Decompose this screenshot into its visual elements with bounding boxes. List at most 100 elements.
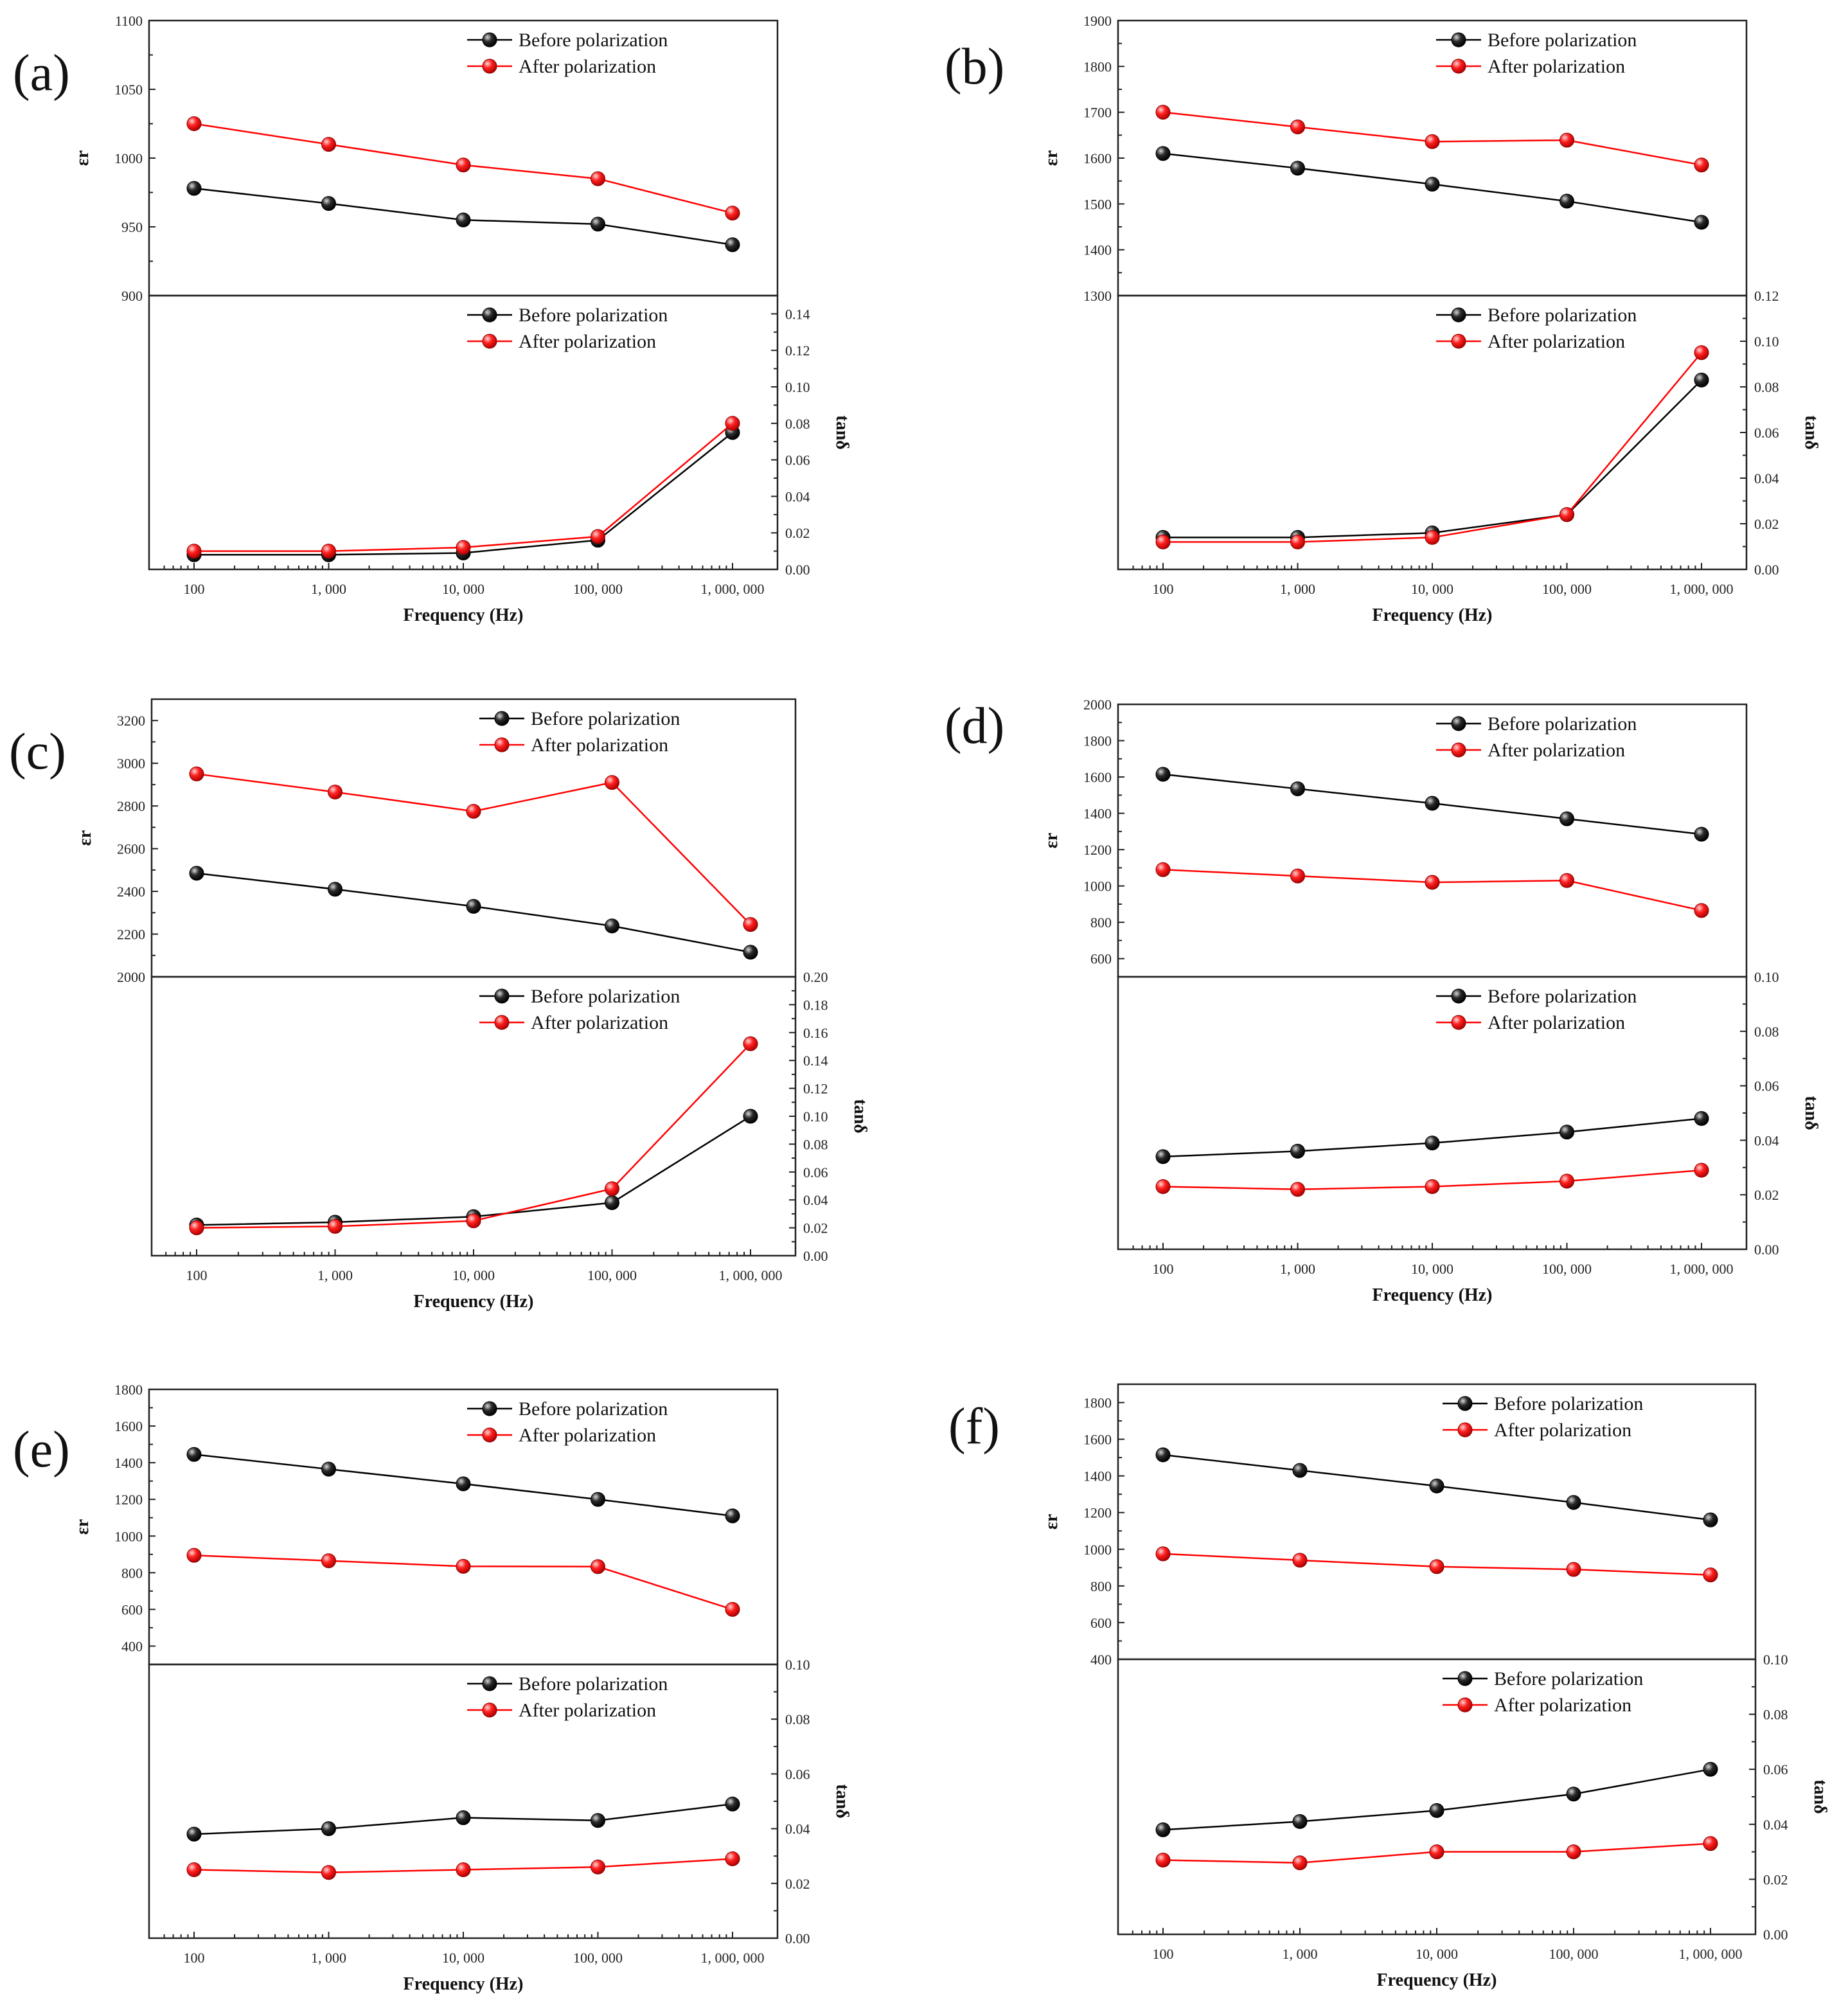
legend-label: Before polarization [531, 986, 680, 1007]
y2-tick-label: 0.06 [785, 452, 810, 468]
y2-tick-label: 0.00 [1754, 562, 1779, 578]
y2-tick-label: 0.10 [803, 1109, 828, 1125]
y-tick-label: 1600 [1083, 150, 1112, 166]
panel-label: (f) [948, 1398, 1000, 1455]
legend-label: Before polarization [519, 30, 668, 51]
x-axis-title: Frequency (Hz) [1373, 1285, 1493, 1305]
after-data-point [725, 416, 740, 431]
y-tick-label: 1050 [114, 82, 143, 98]
legend-label: After polarization [1488, 1012, 1625, 1033]
y-tick-label: 1900 [1083, 13, 1112, 29]
before-data-point [591, 217, 605, 232]
y2-axis-title: tanδ [1810, 1779, 1830, 1813]
x-axis-title: Frequency (Hz) [1373, 605, 1493, 625]
before-data-point [1694, 215, 1709, 230]
legend-marker [482, 1676, 497, 1691]
chart-panel-f: (f) 400 600 800 1000 1200 1400 1600 1800 εr Before… [948, 1383, 1830, 1990]
before-data-point [743, 945, 758, 960]
before-data-point [1559, 193, 1574, 209]
y-tick-label: 1800 [1083, 1395, 1112, 1411]
legend-marker [482, 1401, 497, 1416]
after-data-point [1703, 1567, 1718, 1583]
before-data-point [1703, 1512, 1718, 1528]
legend-label: Before polarization [1488, 30, 1637, 51]
x-tick-label: 100, 000 [587, 1267, 637, 1283]
legend-marker [482, 1702, 497, 1718]
after-data-point [1566, 1562, 1581, 1577]
after-data-point [1694, 903, 1709, 918]
after-data-point [1559, 132, 1574, 148]
after-data-point [1290, 868, 1305, 884]
y-tick-label: 1000 [1083, 1542, 1112, 1558]
y-tick-label: 600 [121, 1601, 143, 1617]
after-data-point [1694, 345, 1709, 361]
before-data-point [456, 1810, 471, 1826]
before-data-point [1559, 811, 1574, 826]
legend-label: Before polarization [1488, 986, 1637, 1007]
after-data-point [328, 1218, 342, 1234]
legend-label: After polarization [519, 56, 656, 77]
y2-tick-label: 0.02 [785, 525, 810, 541]
y2-tick-label: 0.02 [1754, 1187, 1779, 1203]
before-data-point [1155, 1822, 1171, 1837]
y2-tick-label: 0.00 [785, 1930, 810, 1947]
before-data-point [1290, 781, 1305, 796]
legend-marker [1451, 58, 1466, 74]
x-tick-label: 1, 000 [1283, 1946, 1318, 1962]
after-data-point [743, 1036, 758, 1051]
y-tick-label: 1000 [114, 1528, 143, 1544]
before-data-point [189, 866, 204, 881]
y-tick-label: 1100 [115, 13, 143, 29]
before-data-point [186, 181, 202, 196]
before-data-point [605, 918, 619, 934]
legend-label: After polarization [519, 1700, 656, 1721]
panel-label: (d) [945, 698, 1004, 754]
y2-axis-title: tanδ [1801, 415, 1821, 449]
x-axis-title: Frequency (Hz) [1377, 1970, 1497, 1990]
before-data-point [1425, 1136, 1440, 1151]
before-data-point [1703, 1761, 1718, 1777]
after-data-point [466, 803, 481, 819]
after-data-point [591, 171, 605, 186]
after-data-point [186, 1862, 202, 1877]
y-axis-title: εr [1042, 150, 1062, 166]
x-tick-label: 100 [184, 1950, 205, 1966]
before-data-point [186, 1447, 202, 1462]
y-axis-title: εr [73, 1519, 93, 1535]
x-axis-title: Frequency (Hz) [404, 1974, 524, 1994]
x-tick-label: 10, 000 [442, 1950, 484, 1966]
y2-tick-label: 0.08 [1763, 1707, 1788, 1723]
x-tick-label: 10, 000 [442, 581, 484, 597]
legend-label: Before polarization [519, 305, 668, 326]
chart-panel-d: (d) 600 800 1000 1200 1400 1600 1800 2000 εr Befor… [945, 697, 1821, 1305]
before-data-point [725, 1508, 740, 1524]
after-data-point [725, 1601, 740, 1617]
after-data-point [1429, 1844, 1444, 1860]
after-data-point [591, 1559, 605, 1574]
legend-marker [494, 737, 510, 753]
y-tick-label: 1400 [114, 1455, 143, 1471]
after-data-point [321, 137, 336, 152]
y2-tick-label: 0.08 [1754, 379, 1779, 395]
y-tick-label: 600 [1090, 1615, 1112, 1631]
before-data-point [725, 1796, 740, 1812]
before-data-point [466, 898, 481, 914]
after-series-line [194, 422, 733, 552]
y-tick-label: 1500 [1083, 196, 1112, 212]
before-data-point [321, 196, 336, 211]
x-tick-label: 1, 000, 000 [1670, 581, 1734, 597]
after-data-point [1703, 1836, 1718, 1851]
after-data-point [1559, 507, 1574, 522]
x-tick-label: 100, 000 [573, 1950, 623, 1966]
legend-label: After polarization [531, 735, 668, 756]
x-tick-label: 1, 000, 000 [1670, 1261, 1734, 1277]
legend-marker [494, 1015, 510, 1030]
before-data-point [1292, 1814, 1308, 1830]
y-tick-label: 3000 [117, 756, 145, 772]
after-data-point [1694, 1163, 1709, 1178]
after-data-point [328, 785, 342, 800]
legend-marker [494, 988, 510, 1004]
chart-panel-b: (b) 1300 1400 1500 1600 1700 1800 1900 εr Before … [945, 13, 1821, 625]
bottom-plot-frame [148, 1663, 779, 1939]
before-data-point [328, 882, 342, 897]
